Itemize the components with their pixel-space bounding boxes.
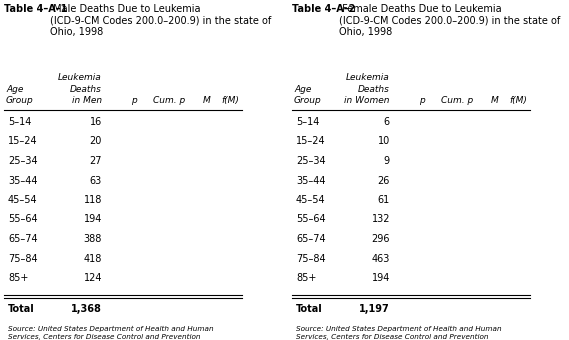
Text: Cum. p: Cum. p — [441, 96, 473, 105]
Text: 296: 296 — [372, 234, 390, 244]
Text: Table 4–A–1: Table 4–A–1 — [4, 4, 67, 14]
Text: 16: 16 — [90, 117, 102, 127]
Text: 1,197: 1,197 — [359, 304, 390, 313]
Text: 27: 27 — [89, 156, 102, 166]
Text: 75–84: 75–84 — [296, 254, 325, 264]
Text: Leukemia: Leukemia — [347, 73, 390, 82]
Text: 26: 26 — [378, 175, 390, 186]
Text: 61: 61 — [378, 195, 390, 205]
Text: p: p — [419, 96, 425, 105]
Text: 9: 9 — [384, 156, 390, 166]
Text: Cum. p: Cum. p — [153, 96, 185, 105]
Text: 75–84: 75–84 — [8, 254, 38, 264]
Text: f(M): f(M) — [221, 96, 239, 105]
Text: M: M — [491, 96, 499, 105]
Text: Female Deaths Due to Leukemia
(ICD-9-CM Codes 200.0–200.9) in the state of
Ohio,: Female Deaths Due to Leukemia (ICD-9-CM … — [339, 4, 560, 37]
Text: 35–44: 35–44 — [296, 175, 325, 186]
Text: 45–54: 45–54 — [8, 195, 38, 205]
Text: Leukemia: Leukemia — [58, 73, 102, 82]
Text: 20: 20 — [90, 136, 102, 147]
Text: Age: Age — [294, 85, 311, 94]
Text: 45–54: 45–54 — [296, 195, 325, 205]
Text: f(M): f(M) — [509, 96, 527, 105]
Text: Deaths: Deaths — [358, 85, 390, 94]
Text: Deaths: Deaths — [70, 85, 102, 94]
Text: 1,368: 1,368 — [71, 304, 102, 313]
Text: 15–24: 15–24 — [296, 136, 325, 147]
Text: Total: Total — [8, 304, 35, 313]
Text: 124: 124 — [84, 273, 102, 283]
Text: M: M — [203, 96, 211, 105]
Text: Table 4–A–2: Table 4–A–2 — [292, 4, 356, 14]
Text: 418: 418 — [84, 254, 102, 264]
Text: 65–74: 65–74 — [8, 234, 38, 244]
Text: 15–24: 15–24 — [8, 136, 38, 147]
Text: 25–34: 25–34 — [8, 156, 38, 166]
Text: 35–44: 35–44 — [8, 175, 38, 186]
Text: 194: 194 — [372, 273, 390, 283]
Text: 132: 132 — [372, 215, 390, 224]
Text: 85+: 85+ — [296, 273, 316, 283]
Text: Source: United States Department of Health and Human
Services, Centers for Disea: Source: United States Department of Heal… — [8, 325, 213, 340]
Text: 388: 388 — [84, 234, 102, 244]
Text: 463: 463 — [372, 254, 390, 264]
Text: in Men: in Men — [72, 96, 102, 105]
Text: 85+: 85+ — [8, 273, 28, 283]
Text: 118: 118 — [84, 195, 102, 205]
Text: 5–14: 5–14 — [296, 117, 319, 127]
Text: 63: 63 — [90, 175, 102, 186]
Text: p: p — [131, 96, 137, 105]
Text: 65–74: 65–74 — [296, 234, 325, 244]
Text: Total: Total — [296, 304, 323, 313]
Text: Group: Group — [6, 96, 34, 105]
Text: 55–64: 55–64 — [8, 215, 38, 224]
Text: 10: 10 — [378, 136, 390, 147]
Text: 194: 194 — [84, 215, 102, 224]
Text: 25–34: 25–34 — [296, 156, 325, 166]
Text: in Women: in Women — [344, 96, 390, 105]
Text: 6: 6 — [384, 117, 390, 127]
Text: 5–14: 5–14 — [8, 117, 31, 127]
Text: Age: Age — [6, 85, 23, 94]
Text: Group: Group — [294, 96, 321, 105]
Text: Source: United States Department of Health and Human
Services, Centers for Disea: Source: United States Department of Heal… — [296, 325, 502, 340]
Text: 55–64: 55–64 — [296, 215, 325, 224]
Text: Male Deaths Due to Leukemia
(ICD-9-CM Codes 200.0–200.9) in the state of
Ohio, 1: Male Deaths Due to Leukemia (ICD-9-CM Co… — [50, 4, 271, 37]
